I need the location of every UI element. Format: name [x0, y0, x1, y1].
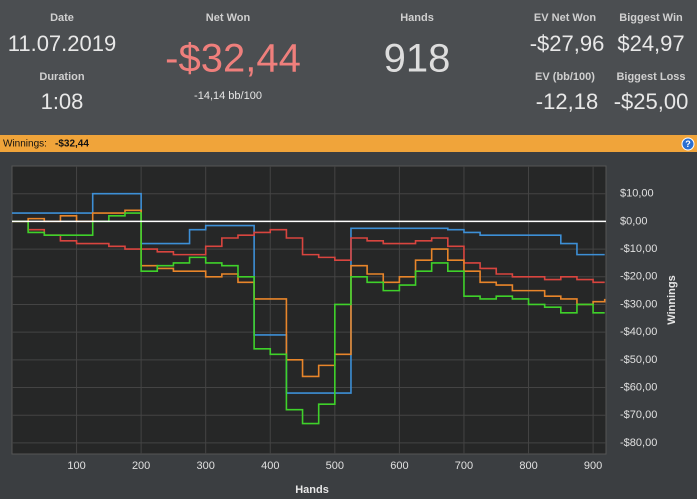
- series-line: [12, 209, 606, 378]
- y-tick-label: -$40,00: [620, 326, 657, 338]
- x-tick-label: 300: [197, 460, 215, 472]
- x-tick-label: 700: [455, 460, 473, 472]
- y-tick-label: -$10,00: [620, 243, 657, 255]
- plot-area: [11, 165, 607, 455]
- y-tick-label: -$70,00: [620, 409, 657, 421]
- x-tick-label: 900: [584, 460, 602, 472]
- ev-net-won-label: EV Net Won: [534, 12, 596, 24]
- y-axis-title: Winnings: [666, 275, 678, 324]
- y-tick-label: $0,00: [620, 215, 648, 227]
- y-tick-label: $10,00: [620, 188, 654, 200]
- biggest-loss: -$25,00: [614, 89, 689, 114]
- help-text[interactable]: ?: [685, 139, 691, 149]
- y-tick-label: -$60,00: [620, 381, 657, 393]
- x-tick-label: 600: [390, 460, 408, 472]
- net-won-label: Net Won: [206, 12, 251, 24]
- biggest-win-label: Biggest Win: [619, 12, 683, 24]
- biggest-win: $24,97: [617, 31, 684, 56]
- series-line: [12, 220, 605, 284]
- ev-net-won: -$27,96: [530, 31, 605, 56]
- date: 11.07.2019: [8, 31, 116, 56]
- bar-label: Winnings:: [3, 139, 47, 150]
- biggest-loss-label: Biggest Loss: [616, 71, 685, 83]
- net-won: -$32,44: [165, 37, 301, 81]
- x-tick-label: 800: [519, 460, 537, 472]
- x-tick-label: 200: [132, 460, 150, 472]
- series-line: [12, 192, 605, 394]
- y-tick-label: -$80,00: [620, 437, 657, 449]
- x-axis-title: Hands: [295, 484, 329, 496]
- hands-label: Hands: [400, 12, 434, 24]
- bb100: -14,14 bb/100: [194, 90, 262, 102]
- duration-label: Duration: [39, 71, 85, 83]
- duration: 1:08: [41, 89, 84, 114]
- x-tick-label: 100: [67, 460, 85, 472]
- y-tick-label: -$20,00: [620, 271, 657, 283]
- help-icon[interactable]: [681, 137, 695, 151]
- ev-bb-label: EV (bb/100): [535, 71, 595, 83]
- bar-value: -$32,44: [55, 139, 89, 150]
- hands: 918: [384, 37, 451, 81]
- y-tick-label: -$30,00: [620, 298, 657, 310]
- date-label: Date: [50, 12, 74, 24]
- x-tick-label: 500: [326, 460, 344, 472]
- y-tick-label: -$50,00: [620, 354, 657, 366]
- x-tick-label: 400: [261, 460, 279, 472]
- header-panel: [0, 0, 697, 135]
- series-line: [12, 212, 605, 425]
- winnings-bar: [0, 135, 697, 152]
- ev-bb: -12,18: [536, 89, 598, 114]
